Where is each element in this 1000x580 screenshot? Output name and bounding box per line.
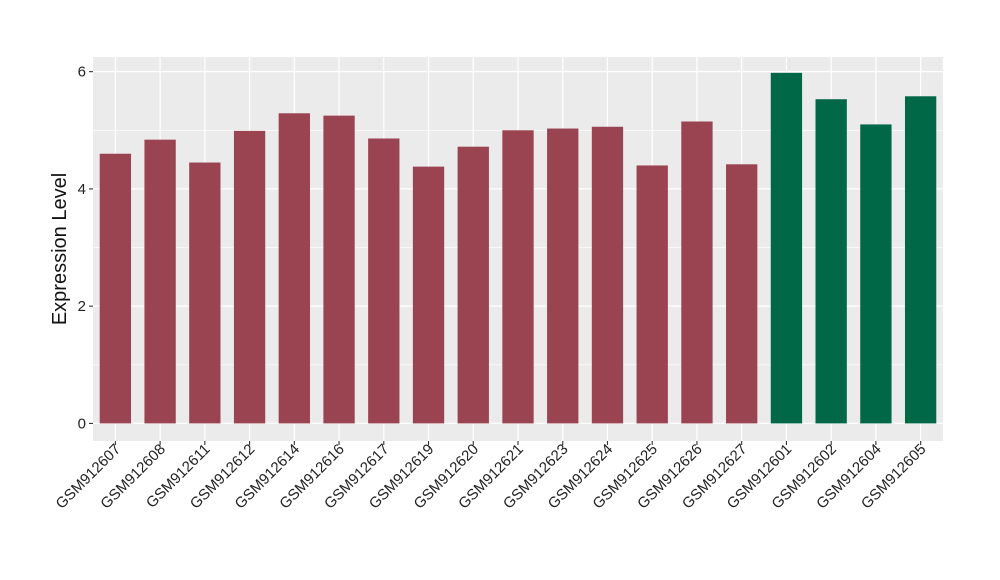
bar-GSM912627 — [726, 164, 758, 424]
bar-GSM912625 — [636, 165, 668, 424]
bar-GSM912604 — [860, 124, 892, 424]
bar-GSM912601 — [770, 72, 803, 424]
bar-GSM912624 — [591, 126, 624, 424]
bar-GSM912619 — [412, 166, 445, 424]
bar-GSM912608 — [144, 139, 176, 424]
bar-GSM912607 — [99, 153, 132, 424]
y-tick-label: 2 — [78, 298, 86, 315]
y-tick-label: 6 — [78, 64, 86, 81]
bar-GSM912614 — [278, 113, 310, 424]
bar-GSM912623 — [547, 128, 579, 424]
y-axis: 0 2 4 6 — [78, 64, 93, 432]
bar-GSM912620 — [457, 146, 489, 424]
bar-GSM912617 — [368, 138, 400, 424]
x-axis: GSM912607GSM912608GSM912611GSM912612GSM9… — [53, 441, 930, 513]
bar-GSM912616 — [323, 115, 355, 424]
bar-GSM912621 — [502, 130, 534, 424]
y-axis-title: Expression Level — [49, 173, 71, 325]
y-tick-label: 4 — [78, 181, 86, 198]
bar-GSM912611 — [189, 162, 221, 424]
bar-GSM912602 — [815, 99, 847, 424]
bar-GSM912626 — [681, 121, 713, 424]
bar-GSM912612 — [233, 130, 266, 424]
bars — [99, 72, 937, 424]
y-tick-label: 0 — [78, 415, 86, 432]
bar-GSM912605 — [904, 96, 937, 424]
